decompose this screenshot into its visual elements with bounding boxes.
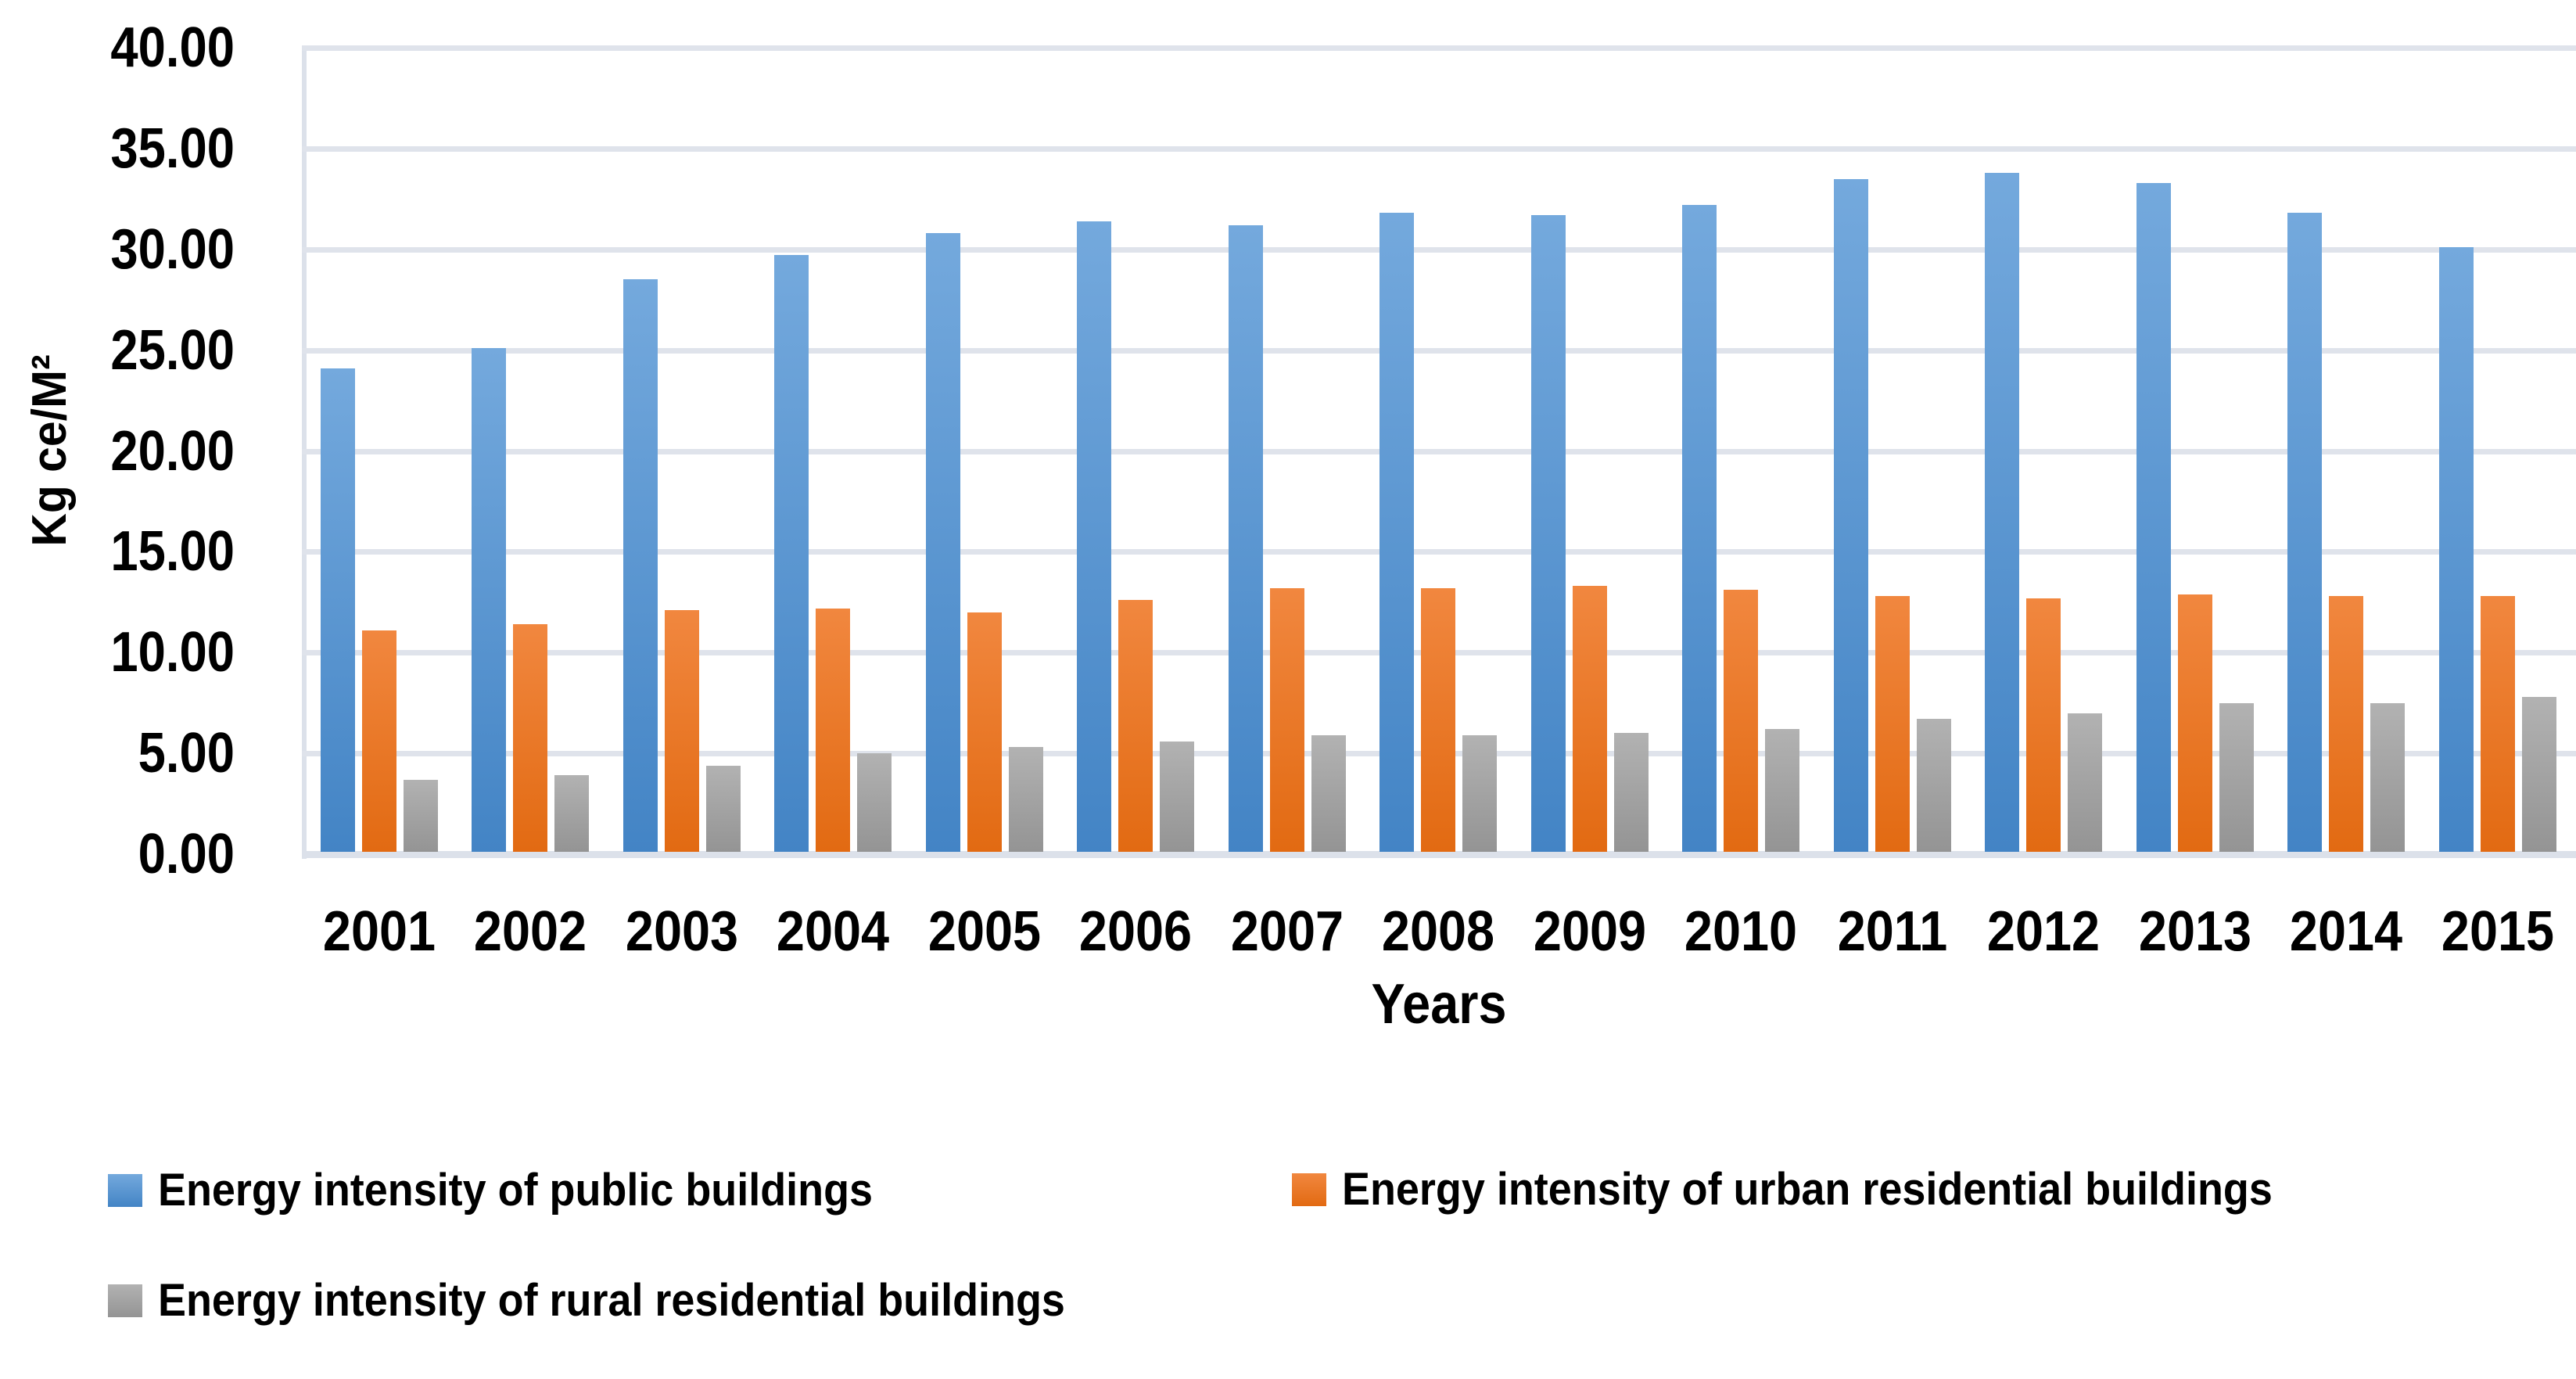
y-tick-label: 25.00 [110,319,235,382]
gridline [302,247,2576,253]
x-tick-label-2014: 2014 [2289,900,2403,963]
gridline [302,449,2576,454]
legend-swatch-public-buildings [108,1174,142,1207]
bar-2006-series-0 [1077,221,1111,852]
y-tick-label: 40.00 [110,16,235,79]
x-tick-label-2011: 2011 [1837,900,1948,963]
bar-2012-series-0 [1985,173,2019,852]
legend-swatch-urban-residential [1292,1173,1326,1206]
bar-2008-series-2 [1462,735,1497,852]
bar-2005-series-0 [926,233,960,852]
bar-2015-series-1 [2481,596,2515,852]
x-tick-label-2009: 2009 [1533,900,1647,963]
x-tick-label-2008: 2008 [1381,900,1495,963]
legend-label-urban-residential: Energy intensity of urban residential bu… [1342,1164,2273,1215]
bar-2013-series-1 [2178,594,2212,852]
y-tick-label: 0.00 [138,823,235,885]
y-tick-label: 5.00 [138,722,235,785]
legend-item-urban-residential: Energy intensity of urban residential bu… [1292,1167,2342,1212]
bar-2010-series-2 [1765,729,1799,852]
bar-2006-series-2 [1160,742,1194,852]
legend-label-rural-residential: Energy intensity of rural residential bu… [158,1275,1065,1326]
bar-2002-series-2 [554,775,589,852]
bar-2015-series-2 [2522,697,2556,852]
bar-2002-series-1 [513,624,547,852]
bar-2010-series-1 [1724,590,1758,852]
x-tick-label-2012: 2012 [1986,900,2101,963]
bar-2007-series-0 [1229,225,1263,852]
x-tick-label-2004: 2004 [776,900,890,963]
x-axis-baseline [302,851,2576,858]
x-tick-label-2002: 2002 [473,900,587,963]
bar-2011-series-2 [1917,719,1951,852]
bar-2014-series-0 [2287,213,2322,852]
bar-2003-series-2 [706,766,741,852]
bar-2014-series-2 [2370,703,2405,852]
legend-item-rural-residential: Energy intensity of rural residential bu… [108,1278,1133,1323]
x-tick-label-2010: 2010 [1684,900,1798,963]
x-tick-label-2001: 2001 [322,900,436,963]
legend-item-public-buildings: Energy intensity of public buildings [108,1168,927,1213]
bar-2005-series-1 [967,612,1002,852]
bar-2004-series-1 [816,609,850,852]
bar-2012-series-2 [2068,713,2102,852]
bar-2001-series-2 [404,780,438,852]
bar-2004-series-2 [857,753,892,852]
y-tick-label: 35.00 [110,117,235,180]
gridline [302,549,2576,555]
bar-2005-series-2 [1009,747,1043,852]
y-tick-label: 20.00 [110,420,235,483]
bar-2007-series-2 [1311,735,1346,852]
y-tick-label: 10.00 [110,621,235,684]
bar-2006-series-1 [1118,600,1153,852]
x-axis-title: Years [1371,973,1507,1036]
legend-label-public-buildings: Energy intensity of public buildings [158,1165,874,1216]
bar-2001-series-0 [321,368,355,852]
bar-2009-series-2 [1614,733,1649,852]
bar-2013-series-2 [2219,703,2254,852]
bar-2008-series-0 [1379,213,1414,852]
bar-2009-series-0 [1531,215,1566,852]
legend-swatch-rural-residential [108,1284,142,1317]
bar-2004-series-0 [774,255,809,852]
bar-2015-series-0 [2439,247,2474,852]
gridline [302,45,2576,51]
x-tick-label-2003: 2003 [625,900,739,963]
bar-2012-series-1 [2026,598,2061,852]
x-tick-label-2006: 2006 [1078,900,1193,963]
gridline [302,348,2576,354]
gridline [302,146,2576,152]
bar-2009-series-1 [1573,586,1607,852]
bar-2011-series-1 [1875,596,1910,852]
y-tick-label: 30.00 [110,218,235,281]
bar-2007-series-1 [1270,588,1304,852]
bar-2003-series-1 [665,610,699,852]
bar-2010-series-0 [1682,205,1717,852]
bar-2003-series-0 [623,279,658,852]
x-tick-label-2007: 2007 [1230,900,1344,963]
bar-2001-series-1 [362,630,396,852]
y-tick-label: 15.00 [110,520,235,583]
x-tick-label-2013: 2013 [2138,900,2252,963]
x-tick-label-2005: 2005 [927,900,1042,963]
bar-2013-series-0 [2137,183,2171,852]
bar-2008-series-1 [1421,588,1455,852]
bar-2002-series-0 [472,348,506,852]
bar-2014-series-1 [2329,596,2363,852]
x-tick-label-2015: 2015 [2441,900,2555,963]
bar-2011-series-0 [1834,179,1868,852]
